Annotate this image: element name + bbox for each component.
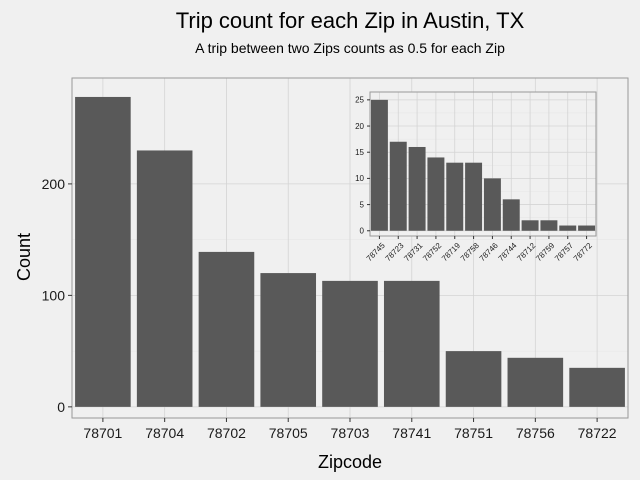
inset-y-tick-label: 5 — [360, 200, 365, 209]
main-bar-78722 — [569, 367, 625, 407]
main-x-tick-label: 78704 — [145, 425, 184, 441]
inset-bar-78745 — [370, 99, 388, 231]
inset-y-tick-label: 10 — [355, 174, 364, 183]
chart-title: Trip count for each Zip in Austin, TX — [176, 8, 525, 33]
main-x-tick-label: 78751 — [454, 425, 493, 441]
main-x-tick-label: 78702 — [207, 425, 246, 441]
inset-y-tick-label: 0 — [360, 227, 365, 236]
main-x-tick-label: 78722 — [578, 425, 617, 441]
main-bar-78741 — [383, 280, 440, 407]
main-x-tick-label: 78705 — [269, 425, 308, 441]
main-bar-78705 — [260, 273, 317, 407]
main-y-tick-label: 200 — [42, 176, 66, 192]
inset-bar-78757 — [559, 225, 577, 231]
inset-bar-78719 — [446, 162, 464, 231]
main-x-tick-label: 78703 — [331, 425, 370, 441]
inset-panel-border — [369, 91, 597, 237]
main-bar-78701 — [75, 96, 131, 407]
main-x-tick-label: 78741 — [392, 425, 431, 441]
inset-bar-78758 — [465, 162, 483, 231]
main-y-tick-label: 100 — [42, 287, 66, 303]
inset-bar-78759 — [540, 220, 558, 231]
inset-bar-78712 — [521, 220, 539, 231]
inset-y-tick-label: 25 — [355, 96, 364, 105]
main-bar-78756 — [507, 357, 564, 407]
inset-y-tick-label: 20 — [355, 122, 364, 131]
main-bar-78751 — [445, 351, 502, 407]
main-bar-78703 — [322, 280, 378, 407]
inset-bar-78723 — [389, 141, 407, 231]
x-axis-title: Zipcode — [318, 452, 382, 472]
inset-bar-78746 — [483, 178, 501, 231]
inset-bar-78744 — [502, 199, 520, 231]
inset-bar-78752 — [427, 157, 445, 231]
inset-bar-78731 — [408, 146, 426, 231]
main-bar-78704 — [136, 150, 193, 407]
main-x-tick-label: 78701 — [83, 425, 122, 441]
inset-bar-78772 — [578, 225, 596, 231]
main-bar-78702 — [198, 251, 255, 407]
y-axis-title: Count — [14, 233, 34, 281]
inset-panel-background — [370, 92, 596, 236]
chart-subtitle: A trip between two Zips counts as 0.5 fo… — [195, 40, 505, 56]
inset-y-tick-label: 15 — [355, 148, 364, 157]
main-y-tick-label: 0 — [57, 399, 65, 415]
main-x-tick-label: 78756 — [516, 425, 555, 441]
